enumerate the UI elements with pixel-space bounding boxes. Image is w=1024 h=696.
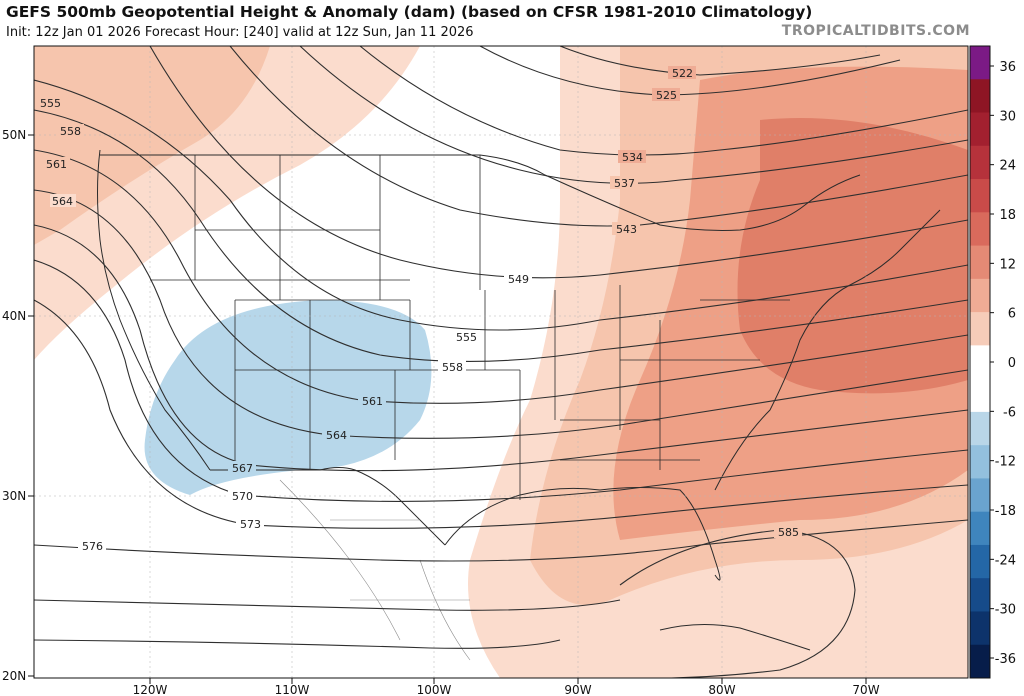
map-subtitle: Init: 12z Jan 01 2026 Forecast Hour: [24… <box>6 25 474 40</box>
contour-label: 522 <box>672 67 693 80</box>
contour-582 <box>34 639 561 649</box>
lat-label: 40N <box>2 309 26 323</box>
lat-label: 50N <box>2 128 26 142</box>
contour-579 <box>34 599 621 611</box>
lon-label: 80W <box>708 683 735 696</box>
contour-label: 567 <box>232 462 253 475</box>
lat-label: 20N <box>2 669 26 683</box>
colorbar-tick-label: -6 <box>1003 405 1016 420</box>
contour-558 <box>34 109 968 362</box>
lon-label: 90W <box>564 683 591 696</box>
us-mexico-border <box>210 467 446 546</box>
anomaly-southwest-negative <box>144 300 432 495</box>
colorbar-swatch <box>970 411 990 446</box>
colorbar-swatch <box>970 46 990 80</box>
contour-label: 585 <box>778 526 799 539</box>
colorbar-swatch <box>970 145 990 180</box>
contour-label: 549 <box>508 273 529 286</box>
colorbar-swatch <box>970 245 990 280</box>
gulf-coast <box>444 487 721 581</box>
contour-555 <box>34 79 968 331</box>
colorbar-swatch <box>970 112 990 147</box>
contour-573 <box>34 299 968 529</box>
colorbar-tick-label: 30 <box>999 109 1016 124</box>
contour-label: 564 <box>52 195 73 208</box>
colorbar-swatch <box>970 511 990 546</box>
contour-537 <box>299 46 968 184</box>
colorbar-ticks: 36 30 24 18 12 6 0 -6 -12 -18 -24 -30 -36 <box>990 60 1016 667</box>
colorbar: 36 30 24 18 12 6 0 -6 -12 -18 -24 -30 -36 <box>969 45 1016 679</box>
contour-label: 561 <box>362 395 383 408</box>
contour-label: 558 <box>442 361 463 374</box>
cuba <box>659 623 811 651</box>
contour-522 <box>559 46 881 76</box>
lon-label: 110W <box>275 683 310 696</box>
lat-label: 30N <box>2 489 26 503</box>
colorbar-swatch <box>970 611 990 646</box>
colorbar-swatch <box>970 578 990 612</box>
map-title: GEFS 500mb Geopotential Height & Anomaly… <box>6 3 813 21</box>
contour-label: 573 <box>240 518 261 531</box>
contour-label: 543 <box>616 223 637 236</box>
anomaly-east-positive-strong <box>737 118 968 394</box>
colorbar-tick-label: -12 <box>995 455 1016 470</box>
contour-labels: 522 525 534 537 543 549 555 558 561 564 … <box>38 66 802 553</box>
colorbar-swatch <box>970 212 990 247</box>
contour-567 <box>34 224 968 472</box>
contour-label: 534 <box>622 151 643 164</box>
colorbar-swatch <box>970 378 990 413</box>
colorbar-swatch <box>970 312 990 346</box>
colorbar-tick-label: -18 <box>995 504 1016 519</box>
colorbar-tick-label: 6 <box>1008 307 1016 322</box>
contour-label: 555 <box>456 331 477 344</box>
contour-564 <box>34 189 968 439</box>
contour-label: 555 <box>40 97 61 110</box>
colorbar-tick-label: -36 <box>995 652 1016 667</box>
mexico-interior <box>279 479 471 661</box>
anomaly-west-positive-mid <box>34 46 270 245</box>
contour-576 <box>34 519 968 562</box>
lon-label: 100W <box>417 683 452 696</box>
colorbar-tick-label: 24 <box>999 159 1016 174</box>
contour-585 <box>619 529 856 678</box>
contour-label: 564 <box>326 429 347 442</box>
contour-label: 576 <box>82 540 103 553</box>
colorbar-swatch <box>970 345 990 380</box>
colorbar-swatches <box>970 46 990 679</box>
us-west-coast <box>97 149 211 471</box>
source-watermark: TROPICALTIDBITS.COM <box>781 23 970 39</box>
us-canada-border <box>100 154 861 231</box>
map-border <box>33 45 969 679</box>
colorbar-tick-label: 0 <box>1008 356 1016 371</box>
colorbar-swatch <box>970 79 990 114</box>
height-contours <box>34 46 968 678</box>
colorbar-tick-label: -30 <box>995 603 1016 618</box>
colorbar-swatch <box>970 544 990 579</box>
contour-label: 537 <box>614 177 635 190</box>
colorbar-swatch <box>970 644 990 679</box>
contour-label: 558 <box>60 125 81 138</box>
colorbar-tick-label: -24 <box>995 553 1016 568</box>
colorbar-swatch <box>970 445 990 479</box>
contour-570 <box>34 259 968 502</box>
colorbar-tick-label: 36 <box>999 60 1016 75</box>
lon-label: 120W <box>133 683 168 696</box>
colorbar-swatch <box>970 478 990 513</box>
contour-label: 525 <box>656 89 677 102</box>
colorbar-swatch <box>970 179 990 213</box>
contour-label: 561 <box>46 158 67 171</box>
colorbar-tick-label: 12 <box>999 257 1016 272</box>
contour-label: 570 <box>232 490 253 503</box>
axis-labels: 50N 40N 30N 20N 120W 110W 100W 90W 80W 7… <box>2 128 880 696</box>
colorbar-tick-label: 18 <box>999 208 1016 223</box>
colorbar-swatch <box>970 278 990 313</box>
contour-543 <box>229 46 968 227</box>
lon-label: 70W <box>852 683 879 696</box>
